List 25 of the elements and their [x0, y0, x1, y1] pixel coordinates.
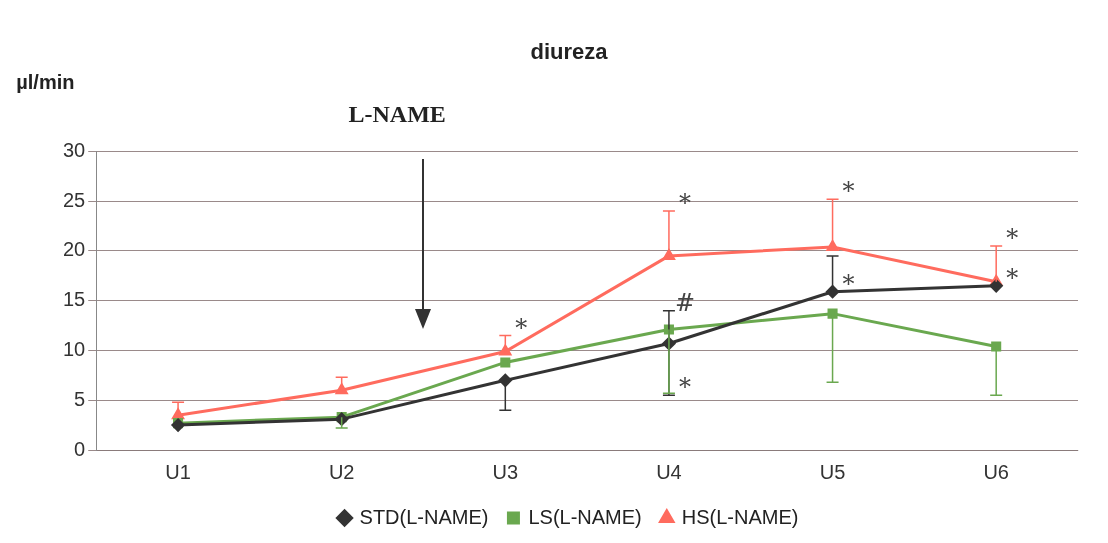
annotation: * [842, 269, 855, 298]
legend-label: HS(L-NAME) [681, 505, 799, 528]
text: L-NAME [348, 101, 446, 129]
y-tick-label: 5 [74, 387, 86, 410]
y-tick-label: 25 [63, 188, 86, 211]
annotation: * [515, 313, 528, 342]
x-tick-label: U3 [492, 460, 519, 483]
y-tick-label: 10 [63, 337, 86, 360]
x-tick-label: U5 [819, 460, 846, 483]
y-axis-title: µl/min [16, 71, 75, 94]
annotation: * [842, 177, 855, 206]
x-tick-label: U6 [983, 460, 1009, 483]
x-tick-label: U1 [165, 460, 191, 483]
y-tick-label: 0 [74, 437, 86, 460]
y-tick-label: 20 [63, 238, 86, 261]
y-tick-label: 30 [63, 138, 86, 161]
chart-title: diureza [530, 39, 609, 65]
x-tick-label: U2 [328, 460, 355, 483]
legend-label: STD(L-NAME) [359, 505, 489, 528]
legend-label: LS(L-NAME) [528, 505, 642, 528]
y-tick-label: 15 [63, 288, 86, 311]
x-tick-label: U4 [656, 460, 682, 483]
annotation: * [678, 373, 691, 402]
annotation: * [1006, 263, 1019, 292]
annotation: * [1006, 223, 1019, 252]
